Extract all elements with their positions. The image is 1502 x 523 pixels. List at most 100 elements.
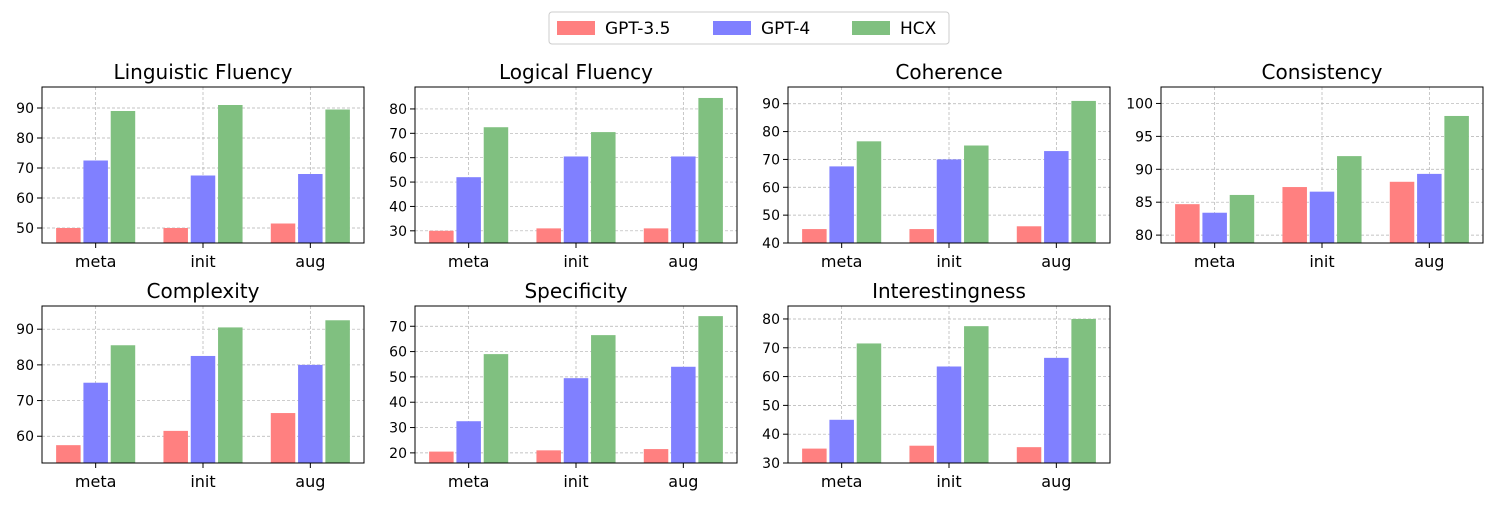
- bar-hcx-init: [591, 335, 616, 463]
- y-tick-label: 80: [762, 312, 780, 328]
- x-tick-label: init: [190, 252, 215, 271]
- bar-gpt-3-5-meta: [429, 451, 454, 463]
- x-tick-label: meta: [821, 472, 863, 491]
- bar-gpt-4-aug: [671, 156, 696, 243]
- bar-gpt-4-init: [936, 366, 962, 463]
- y-tick-label: 40: [762, 427, 780, 443]
- legend: GPT-3.5 GPT-4 HCX: [548, 11, 950, 45]
- subplot-title: Coherence: [895, 60, 1002, 84]
- bar-hcx-aug: [698, 97, 723, 243]
- subplot-title: Linguistic Fluency: [113, 60, 292, 84]
- y-tick-label: 90: [16, 101, 34, 117]
- bar-gpt-3-5-init: [536, 228, 561, 243]
- bar-gpt-3-5-aug: [643, 228, 669, 243]
- bar-hcx-aug: [325, 109, 350, 243]
- bar-gpt-4-aug: [1044, 151, 1069, 243]
- bar-gpt-4-meta: [83, 382, 108, 463]
- bar-gpt-4-init: [190, 355, 216, 463]
- bar-gpt-3-5-aug: [1016, 226, 1042, 243]
- y-tick-label: 70: [389, 126, 407, 142]
- y-tick-label: 90: [16, 322, 34, 338]
- x-tick-label: meta: [75, 252, 117, 271]
- bar-gpt-3-5-aug: [270, 223, 296, 243]
- x-tick-label: aug: [668, 472, 698, 491]
- bar-gpt-3-5-aug: [1389, 181, 1415, 243]
- x-tick-label: aug: [295, 252, 325, 271]
- legend-label: GPT-3.5: [605, 19, 670, 39]
- y-tick-label: 100: [1126, 96, 1153, 112]
- legend-label: HCX: [900, 19, 937, 39]
- bar-gpt-4-aug: [1417, 173, 1442, 243]
- subplot-title: Complexity: [147, 279, 260, 303]
- bar-hcx-meta: [483, 127, 509, 243]
- x-tick-label: init: [936, 252, 961, 271]
- bar-gpt-4-aug: [1044, 357, 1069, 463]
- y-tick-label: 30: [389, 421, 407, 437]
- bar-gpt-3-5-meta: [802, 229, 827, 243]
- subplot-coherence: Coherence 40 50 60 70 80 90 meta init aug: [762, 60, 1111, 271]
- bar-hcx-aug: [698, 316, 723, 463]
- bar-gpt-3-5-aug: [1016, 447, 1042, 463]
- y-tick-label: 60: [16, 429, 34, 445]
- x-tick-label: aug: [295, 472, 325, 491]
- bar-hcx-init: [1337, 156, 1362, 243]
- bar-hcx-init: [964, 326, 989, 463]
- bar-hcx-init: [964, 145, 989, 243]
- x-tick-label: meta: [821, 252, 863, 271]
- bar-gpt-3-5-init: [163, 430, 188, 463]
- subplot-interestingness: Interestingness 30 40 50 60 70 80 meta init aug: [762, 279, 1111, 491]
- x-tick-label: aug: [668, 252, 698, 271]
- subplot-title: Logical Fluency: [499, 60, 653, 84]
- y-tick-label: 30: [762, 456, 780, 472]
- bar-gpt-3-5-meta: [56, 445, 81, 463]
- bar-gpt-3-5-aug: [643, 449, 669, 463]
- legend-swatch-gpt-3-5: [557, 21, 595, 35]
- y-tick-label: 80: [389, 102, 407, 118]
- bar-gpt-4-aug: [298, 174, 323, 243]
- bar-hcx-aug: [1071, 100, 1096, 243]
- bar-gpt-4-meta: [456, 421, 481, 463]
- x-tick-label: meta: [448, 252, 490, 271]
- y-tick-label: 20: [389, 446, 407, 462]
- bar-hcx-meta: [1229, 194, 1255, 243]
- bar-gpt-4-meta: [83, 160, 108, 243]
- legend-label: GPT-4: [761, 19, 810, 39]
- x-tick-label: aug: [1414, 252, 1444, 271]
- bar-gpt-4-meta: [456, 177, 481, 243]
- bar-gpt-3-5-init: [909, 229, 934, 243]
- bar-gpt-4-meta: [1202, 212, 1227, 243]
- x-tick-label: init: [936, 472, 961, 491]
- x-tick-label: aug: [1041, 472, 1071, 491]
- bar-hcx-aug: [1071, 318, 1096, 463]
- bar-hcx-meta: [110, 111, 136, 243]
- subplot-complexity: Complexity 60 70 80 90 meta init aug: [16, 279, 365, 491]
- y-tick-label: 70: [762, 152, 780, 168]
- bar-gpt-3-5-meta: [429, 230, 454, 243]
- y-tick-label: 70: [16, 394, 34, 410]
- bar-gpt-4-aug: [671, 366, 696, 463]
- bar-gpt-3-5-meta: [802, 448, 827, 463]
- y-tick-label: 50: [389, 175, 407, 191]
- subplot-title: Specificity: [524, 279, 627, 303]
- bar-gpt-3-5-init: [163, 228, 188, 243]
- bar-gpt-4-init: [190, 175, 216, 243]
- y-tick-label: 80: [762, 125, 780, 141]
- bar-gpt-4-meta: [829, 419, 854, 463]
- bar-gpt-4-init: [1309, 191, 1335, 243]
- y-tick-label: 70: [16, 161, 34, 177]
- subplot-title: Interestingness: [872, 279, 1026, 303]
- y-tick-label: 60: [762, 370, 780, 386]
- y-tick-label: 50: [762, 398, 780, 414]
- bar-gpt-3-5-init: [536, 450, 561, 463]
- y-tick-label: 70: [389, 319, 407, 335]
- subplot-linguistic-fluency: Linguistic Fluency 50 60 70 80 90 meta init aug: [16, 60, 365, 271]
- bar-hcx-init: [218, 105, 243, 243]
- bar-hcx-init: [218, 327, 243, 463]
- y-tick-label: 50: [16, 221, 34, 237]
- bar-hcx-meta: [856, 343, 882, 463]
- bar-gpt-3-5-init: [1282, 187, 1307, 243]
- y-tick-label: 30: [389, 224, 407, 240]
- bar-gpt-3-5-aug: [270, 413, 296, 463]
